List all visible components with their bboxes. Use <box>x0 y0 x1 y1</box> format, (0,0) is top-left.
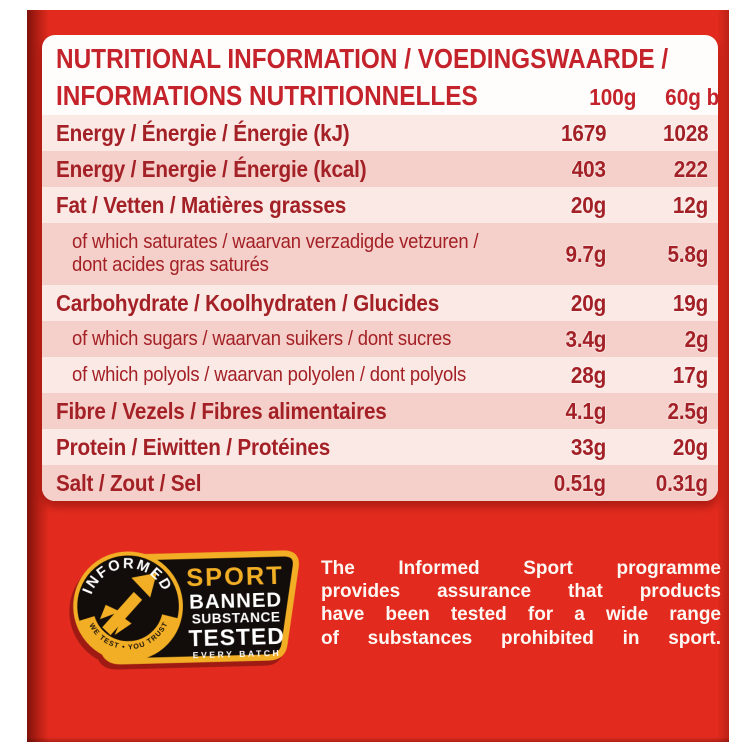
row-value-60g: 2g <box>684 325 708 352</box>
row-label: of which saturates / waarvan verzadigde … <box>72 230 479 276</box>
table-row: Salt / Zout / Sel 0.51g 0.31g <box>42 465 718 501</box>
description-line: provides assurance that products <box>321 581 721 603</box>
star-arrow-icon <box>99 573 157 636</box>
badge-gold-band <box>77 613 179 659</box>
row-value-100g: 4.1g <box>565 397 606 424</box>
column-header-100g: 100g <box>589 83 637 110</box>
nutrition-table-header: NUTRITIONAL INFORMATION / VOEDINGSWAARDE… <box>42 35 718 115</box>
table-row: Fibre / Vezels / Fibres alimentaires 4.1… <box>42 393 718 429</box>
row-value-60g: 1028 <box>662 119 709 146</box>
badge-substance-text: SUBSTANCE <box>192 610 281 627</box>
description-line: The Informed Sport programme <box>321 558 721 579</box>
table-title-line1: NUTRITIONAL INFORMATION / VOEDINGSWAARDE… <box>56 43 669 74</box>
package-right-shade <box>717 10 729 742</box>
badge-tested-text: TESTED <box>188 623 285 652</box>
row-value-60g: 17g <box>672 361 708 388</box>
column-header-60g-bar: 60g bar <box>665 83 718 110</box>
row-value-100g: 20g <box>570 289 606 316</box>
row-value-100g: 3.4g <box>565 325 606 352</box>
table-row: Fat / Vetten / Matières grasses 20g 12g <box>42 187 718 223</box>
table-row: Protein / Eiwitten / Protéines 33g 20g <box>42 429 718 465</box>
row-value-60g: 222 <box>673 155 708 182</box>
row-value-100g: 28g <box>570 361 606 388</box>
row-label: of which sugars / waarvan suikers / dont… <box>72 326 452 350</box>
description-line: of substances prohibited in sport. <box>321 627 721 649</box>
badge-sport-text: SPORT <box>186 562 284 593</box>
row-value-60g: 2.5g <box>667 397 708 424</box>
table-title-line2: INFORMATIONS NUTRITIONNELLES <box>56 79 478 111</box>
informed-sport-badge: INFORMED WE TEST • YOU TRUST SPORT BANNE… <box>55 543 304 677</box>
row-value-100g: 20g <box>570 191 606 218</box>
row-label: Fat / Vetten / Matières grasses <box>56 191 347 218</box>
table-row: Energy / Énergie / Énergie (kJ) 1679 102… <box>42 115 718 151</box>
row-value-60g: 19g <box>672 289 708 316</box>
row-value-100g: 403 <box>571 155 606 182</box>
badge-every-batch-text: EVERY BATCH <box>193 648 282 660</box>
table-row: Carbohydrate / Koolhydraten / Glucides 2… <box>42 285 718 321</box>
table-row: of which sugars / waarvan suikers / dont… <box>42 321 718 357</box>
row-value-60g: 20g <box>672 433 708 460</box>
row-label: Salt / Zout / Sel <box>56 469 202 496</box>
row-value-60g: 0.31g <box>655 469 708 496</box>
row-value-100g: 0.51g <box>553 469 606 496</box>
nutrition-panel: NUTRITIONAL INFORMATION / VOEDINGSWAARDE… <box>42 35 718 501</box>
table-row: of which saturates / waarvan verzadigde … <box>42 223 718 285</box>
row-label: Energy / Energie / Énergie (kcal) <box>56 155 367 182</box>
table-row: of which polyols / waarvan polyolen / do… <box>42 357 718 393</box>
row-value-100g: 1679 <box>560 119 607 146</box>
row-value-100g: 9.7g <box>565 240 606 267</box>
informed-sport-description: The Informed Sport programme provides as… <box>321 557 721 650</box>
badge-banned-text: BANNED <box>189 589 282 613</box>
nutrition-rows: Energy / Énergie / Énergie (kJ) 1679 102… <box>42 115 718 501</box>
row-value-60g: 5.8g <box>667 240 708 267</box>
row-label: Protein / Eiwitten / Protéines <box>56 433 331 460</box>
package-bottom-shade <box>27 737 729 742</box>
row-value-60g: 12g <box>672 191 708 218</box>
row-label: of which polyols / waarvan polyolen / do… <box>72 362 467 386</box>
row-value-100g: 33g <box>570 433 606 460</box>
row-label: Carbohydrate / Koolhydraten / Glucides <box>56 289 440 316</box>
row-label: Energy / Énergie / Énergie (kJ) <box>56 119 350 146</box>
table-row: Energy / Energie / Énergie (kcal) 403 22… <box>42 151 718 187</box>
row-label: Fibre / Vezels / Fibres alimentaires <box>56 397 387 424</box>
package-background: NUTRITIONAL INFORMATION / VOEDINGSWAARDE… <box>27 10 729 742</box>
description-line: have been tested for a wide range <box>321 604 721 626</box>
